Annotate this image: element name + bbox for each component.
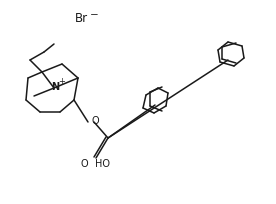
Text: O: O [91,116,99,126]
Text: N: N [51,82,59,92]
Text: −: − [90,10,99,20]
Text: HO: HO [94,159,110,169]
Text: O: O [80,159,88,169]
Text: Br: Br [75,11,88,24]
Text: +: + [59,78,65,86]
